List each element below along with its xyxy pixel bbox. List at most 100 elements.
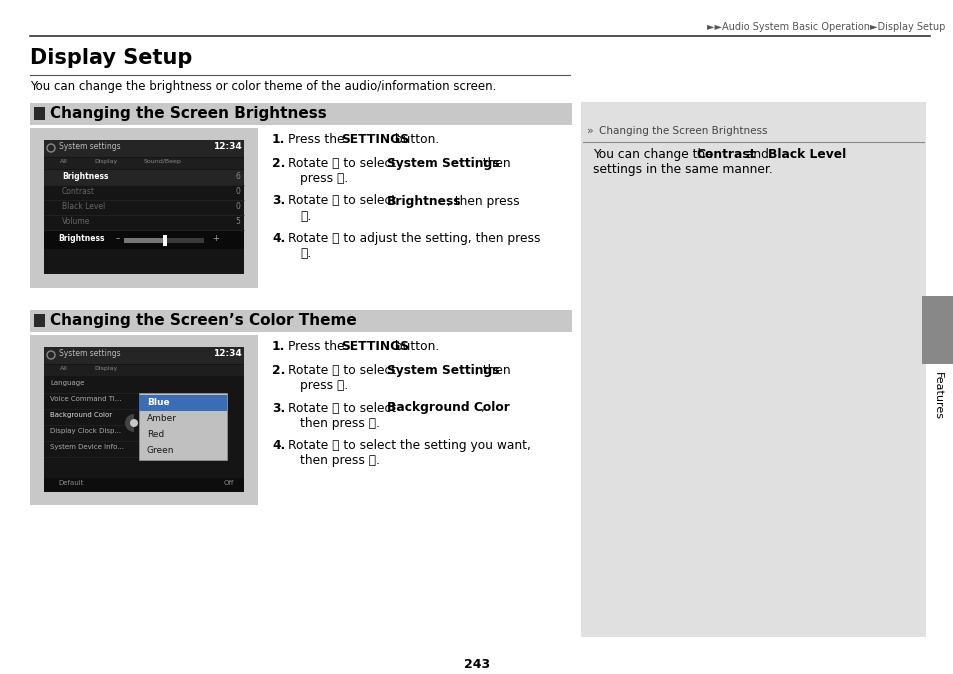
- Text: System Settings: System Settings: [387, 364, 499, 377]
- Text: Rotate ⛯ to select: Rotate ⛯ to select: [288, 157, 399, 170]
- Text: Black Level: Black Level: [62, 202, 105, 211]
- Text: ⛯.: ⛯.: [299, 210, 311, 222]
- Text: 243: 243: [463, 658, 490, 671]
- Text: then press ⛯.: then press ⛯.: [299, 454, 379, 467]
- Text: ►►Audio System Basic Operation►Display Setup: ►►Audio System Basic Operation►Display S…: [706, 22, 944, 32]
- Text: then press ⛯.: then press ⛯.: [299, 417, 379, 429]
- Text: , then press: , then press: [447, 195, 519, 208]
- Bar: [921, 296, 953, 364]
- Text: Off: Off: [223, 480, 233, 486]
- Text: button.: button.: [391, 340, 438, 353]
- Bar: [139, 393, 227, 460]
- Text: Press the: Press the: [288, 340, 348, 353]
- Text: Blue: Blue: [147, 398, 170, 407]
- Text: 3.: 3.: [272, 195, 285, 208]
- Text: 0: 0: [234, 187, 240, 196]
- Text: SETTINGS: SETTINGS: [340, 340, 409, 353]
- Text: Default: Default: [58, 480, 84, 486]
- Text: +: +: [212, 234, 218, 243]
- Text: Brightness: Brightness: [387, 195, 461, 208]
- Text: 4.: 4.: [272, 439, 285, 452]
- Bar: [44, 185, 244, 200]
- Circle shape: [130, 419, 138, 427]
- Text: Background Color: Background Color: [387, 402, 509, 415]
- Text: SETTINGS: SETTINGS: [340, 133, 409, 146]
- Text: Rotate ⛯ to select: Rotate ⛯ to select: [288, 364, 399, 377]
- Bar: [44, 231, 244, 249]
- Text: Changing the Screen’s Color Theme: Changing the Screen’s Color Theme: [50, 313, 356, 328]
- Text: 5: 5: [234, 217, 240, 226]
- Text: System settings: System settings: [59, 349, 120, 358]
- Text: Language: Language: [50, 380, 84, 386]
- Text: Black Level: Black Level: [767, 148, 845, 161]
- Text: 3.: 3.: [272, 402, 285, 415]
- Text: Amber: Amber: [147, 414, 177, 423]
- Bar: [124, 238, 204, 243]
- Text: Sound/Beep: Sound/Beep: [144, 159, 182, 164]
- Bar: [44, 140, 244, 274]
- Text: Press the: Press the: [288, 133, 348, 146]
- Text: Changing the Screen Brightness: Changing the Screen Brightness: [50, 106, 327, 121]
- Text: Display: Display: [94, 159, 117, 164]
- Text: Background Color: Background Color: [50, 412, 112, 418]
- Bar: [139, 395, 227, 411]
- Text: 2.: 2.: [272, 157, 285, 170]
- Bar: [44, 215, 244, 230]
- Text: Volume: Volume: [62, 217, 91, 226]
- Text: 1.: 1.: [272, 340, 285, 353]
- Text: , then: , then: [475, 157, 510, 170]
- Text: Contrast: Contrast: [696, 148, 755, 161]
- Bar: [44, 393, 153, 409]
- Bar: [44, 441, 153, 457]
- Bar: [44, 478, 244, 492]
- Text: Green: Green: [147, 446, 174, 455]
- Bar: [44, 200, 244, 215]
- Text: 12:34: 12:34: [213, 142, 242, 151]
- Text: Display: Display: [94, 366, 117, 371]
- Text: Changing the Screen Brightness: Changing the Screen Brightness: [598, 126, 767, 136]
- Text: 1.: 1.: [272, 133, 285, 146]
- Text: ,: ,: [479, 402, 483, 415]
- Text: Brightness: Brightness: [58, 234, 105, 243]
- Text: All: All: [60, 159, 68, 164]
- Bar: [44, 170, 244, 185]
- Bar: [44, 365, 244, 376]
- Bar: [44, 158, 244, 169]
- Bar: [34, 107, 45, 120]
- Text: Features: Features: [932, 372, 942, 420]
- Text: ⛯.: ⛯.: [299, 247, 311, 260]
- Text: 2.: 2.: [272, 364, 285, 377]
- Text: Display Setup: Display Setup: [30, 48, 193, 68]
- Bar: [44, 425, 153, 441]
- Text: –: –: [116, 234, 120, 243]
- Text: , then: , then: [475, 364, 510, 377]
- Bar: [34, 314, 45, 327]
- Text: You can change the brightness or color theme of the audio/information screen.: You can change the brightness or color t…: [30, 80, 496, 93]
- Bar: [30, 310, 572, 332]
- Text: Display Clock Disp...: Display Clock Disp...: [50, 428, 121, 434]
- Bar: [30, 128, 257, 288]
- Text: 4.: 4.: [272, 232, 285, 245]
- Text: »: »: [586, 126, 593, 136]
- Text: 6: 6: [234, 172, 240, 181]
- Text: You can change the: You can change the: [593, 148, 716, 161]
- Text: System Settings: System Settings: [387, 157, 499, 170]
- Text: System settings: System settings: [59, 142, 120, 151]
- Text: Rotate ⛯ to select the setting you want,: Rotate ⛯ to select the setting you want,: [288, 439, 530, 452]
- Text: and: and: [741, 148, 772, 161]
- Bar: [580, 102, 925, 637]
- Text: Voice Command Ti...: Voice Command Ti...: [50, 396, 121, 402]
- Bar: [30, 103, 572, 125]
- Bar: [44, 377, 153, 393]
- Text: Rotate ⛯ to select: Rotate ⛯ to select: [288, 195, 399, 208]
- Text: Red: Red: [147, 430, 164, 439]
- Bar: [30, 335, 257, 505]
- Bar: [580, 124, 925, 142]
- Bar: [44, 409, 153, 425]
- Text: System Device Info...: System Device Info...: [50, 444, 124, 450]
- Text: Brightness: Brightness: [62, 172, 109, 181]
- Bar: [163, 235, 167, 246]
- Text: press ⛯.: press ⛯.: [299, 379, 348, 392]
- Text: Rotate ⛯ to select: Rotate ⛯ to select: [288, 402, 399, 415]
- Text: 0: 0: [234, 202, 240, 211]
